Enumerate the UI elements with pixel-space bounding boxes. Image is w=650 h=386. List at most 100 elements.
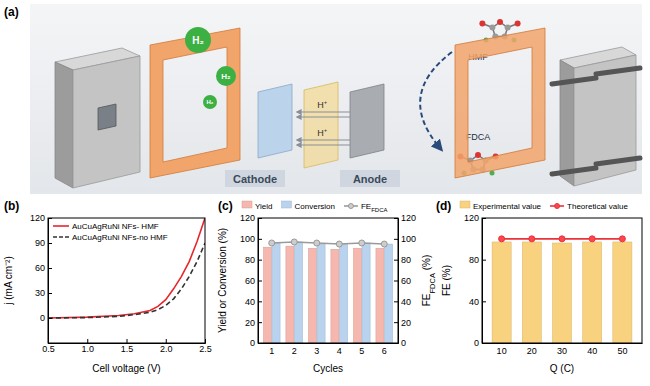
legend-label: Theoretical value — [567, 202, 628, 211]
rod — [596, 68, 640, 74]
tick-label: 5 — [359, 346, 364, 356]
label: Cathode — [233, 173, 277, 185]
tick-label: 40 — [401, 297, 411, 307]
tick-mark — [48, 243, 52, 244]
tick: 90 — [35, 238, 52, 248]
tick-label: 30 — [35, 288, 45, 298]
tick-mark — [87, 339, 88, 343]
axis-line — [483, 343, 643, 344]
tick-mark — [48, 218, 52, 219]
tick: 1.5 — [121, 339, 134, 354]
axis-title: FE (%) — [441, 265, 452, 296]
label: H₂ — [192, 35, 204, 46]
marker — [529, 236, 535, 242]
legend-label: Yield — [255, 202, 273, 211]
diagram: H₂H₂H₂H⁺H⁺HMFFDCACathodeAnode — [30, 4, 642, 194]
legend-label: AuCuAgRuNi NFs- HMF — [72, 222, 159, 231]
tick: 40 — [469, 297, 486, 307]
tick-label: 60 — [245, 276, 255, 286]
panel-label: (a) — [4, 5, 19, 19]
legend: YieldConversionFEFDCA — [242, 201, 388, 213]
tick: 80 — [245, 255, 262, 265]
tick-mark — [127, 339, 128, 343]
tick-label: 100 — [240, 234, 255, 244]
tick: 0 — [474, 338, 486, 348]
bar — [317, 244, 325, 343]
axis-title: Cell voltage (V) — [92, 363, 160, 374]
tick-mark — [482, 343, 486, 344]
legend-label: Conversion — [295, 202, 335, 211]
legend: Experimental value Theoretical value — [460, 201, 629, 211]
text-part: FE — [421, 293, 432, 306]
legend-label: Experimental value — [473, 202, 542, 211]
legend-swatch — [555, 204, 560, 209]
panel-label: (b) — [4, 199, 19, 213]
plot-marks — [492, 236, 632, 343]
tick-label: 1 — [269, 346, 274, 356]
h2-bubble — [185, 27, 211, 53]
bar — [272, 243, 280, 343]
tick: 40 — [394, 297, 411, 307]
tick-label: 100 — [401, 234, 416, 244]
figure-svg: H₂H₂H₂H⁺H⁺HMFFDCACathodeAnode(a)(b)0.51.… — [0, 0, 650, 386]
tick-label: 10 — [497, 346, 507, 356]
legend-swatch — [53, 225, 69, 227]
label-box — [225, 170, 285, 187]
panel-label: (d) — [436, 199, 451, 213]
tick-mark — [48, 268, 52, 269]
bar — [376, 248, 384, 343]
tick-label: 1.0 — [81, 344, 94, 354]
tick-mark — [205, 339, 206, 343]
tick: 40 — [587, 346, 597, 356]
end-plate-side — [55, 62, 73, 188]
tick-label: 20 — [401, 318, 411, 328]
panel-background — [30, 4, 642, 194]
label: Anode — [353, 173, 387, 185]
membrane — [304, 82, 338, 168]
tick: 30 — [557, 346, 567, 356]
tick-mark — [394, 322, 398, 323]
tick: 120 — [464, 213, 486, 223]
tick: 120 — [240, 213, 262, 223]
tick: 2.5 — [199, 339, 212, 354]
tick-mark — [48, 293, 52, 294]
tick-label: 2.5 — [199, 344, 212, 354]
tick-label: 120 — [240, 213, 255, 223]
bar — [522, 242, 541, 343]
axis-title: Cycles — [313, 363, 343, 374]
bar — [339, 244, 347, 343]
tick-label: 20 — [245, 318, 255, 328]
plate-window — [98, 104, 116, 130]
axis-title: j (mA cm⁻²) — [3, 256, 14, 306]
plot-marks — [48, 218, 205, 318]
h2-bubble — [216, 66, 236, 86]
bar — [613, 242, 632, 343]
legend-label: AuCuAgRuNi NFs-no HMF — [72, 233, 168, 242]
plot-frame — [48, 218, 205, 343]
tick-label: 0 — [250, 338, 255, 348]
tick: 10 — [497, 346, 507, 356]
bar — [362, 243, 370, 343]
tick-label: 120 — [401, 213, 416, 223]
tick-mark — [394, 343, 398, 344]
atom — [515, 21, 521, 27]
tick: 60 — [245, 276, 262, 286]
bar — [583, 242, 602, 343]
tick-label: 0 — [401, 338, 406, 348]
rod — [552, 168, 596, 174]
bar — [286, 246, 294, 343]
atom — [489, 25, 495, 31]
tick-label: 50 — [617, 346, 627, 356]
bar — [263, 247, 271, 343]
axis: 04080120 — [464, 213, 486, 348]
marker — [269, 240, 275, 246]
tick-mark — [482, 301, 486, 302]
bar — [492, 242, 511, 343]
legend-swatch — [282, 201, 292, 208]
tick: 60 — [394, 276, 411, 286]
label: H⁺ — [317, 128, 327, 138]
plot-frame — [482, 218, 642, 343]
tick: 120 — [30, 213, 52, 223]
tick: 40 — [245, 297, 262, 307]
axis-line — [49, 339, 206, 344]
